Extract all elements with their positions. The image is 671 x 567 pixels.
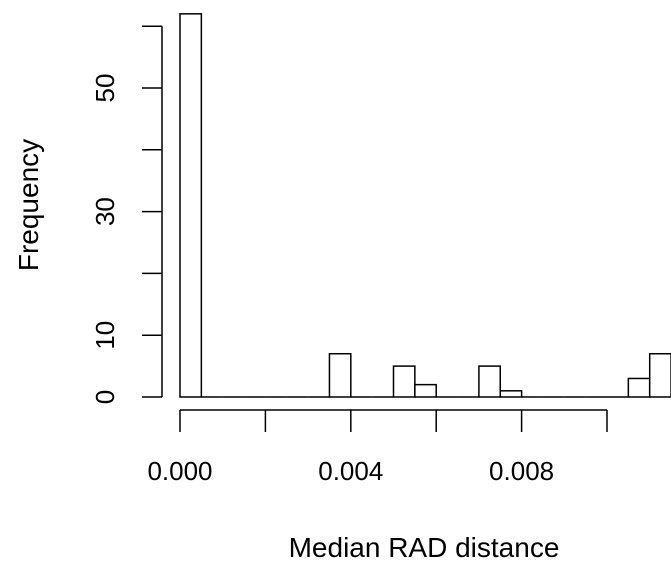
histogram-bar bbox=[627, 377, 651, 398]
x-tick-label: 0.008 bbox=[489, 456, 554, 486]
histogram-bar bbox=[179, 13, 203, 398]
y-axis-title: Frequency bbox=[13, 139, 44, 271]
histogram-bars bbox=[179, 13, 671, 398]
y-tick-label: 30 bbox=[90, 197, 120, 226]
histogram-bar bbox=[328, 352, 352, 398]
y-axis: 0 10 30 50 bbox=[90, 25, 163, 404]
histogram-bar bbox=[392, 365, 416, 398]
x-tick-label: 0.004 bbox=[318, 456, 383, 486]
y-tick-label: 10 bbox=[90, 321, 120, 350]
histogram-bar bbox=[499, 390, 523, 398]
histogram-bar bbox=[648, 352, 671, 398]
x-axis: 0.000 0.004 0.008 bbox=[147, 409, 608, 486]
x-tick-label: 0.000 bbox=[147, 456, 212, 486]
histogram-bar bbox=[478, 365, 501, 398]
y-tick-label: 0 bbox=[90, 390, 120, 404]
y-tick-label: 50 bbox=[90, 74, 120, 103]
histogram-bar bbox=[414, 383, 437, 398]
x-axis-title: Median RAD distance bbox=[289, 532, 560, 563]
